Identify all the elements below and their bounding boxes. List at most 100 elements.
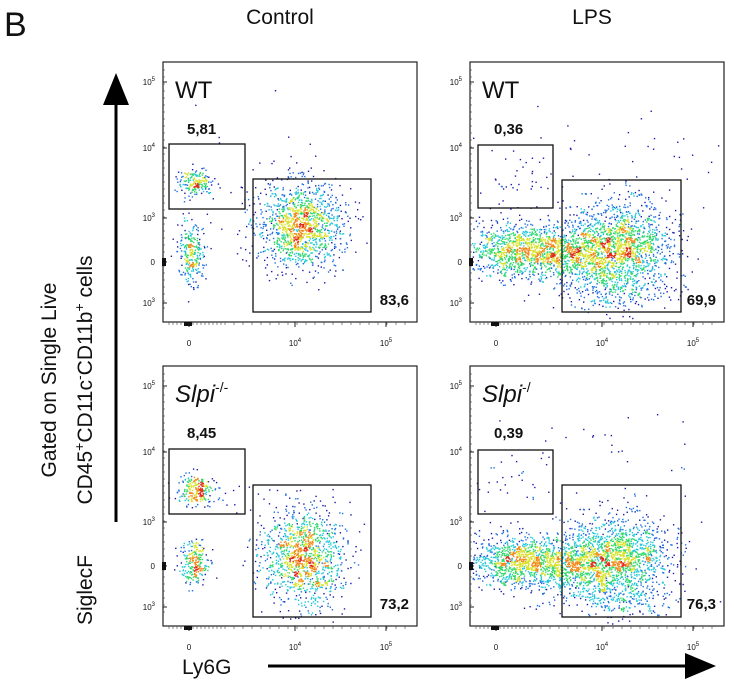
event-dot [549,237,551,239]
event-dot [501,262,503,265]
event-dot [281,194,283,196]
event-dot [550,275,552,278]
event-dot [531,172,533,175]
event-dot [536,246,538,248]
event-dot [566,268,568,270]
event-dot [293,253,296,255]
event-dot [325,225,327,227]
x-tick-label: 105 [380,338,393,348]
event-dot [495,244,497,246]
event-dot [516,231,519,234]
event-dot [609,252,611,255]
event-dot [547,187,549,190]
event-dot [540,243,543,245]
event-dot [304,208,306,210]
event-dot [651,239,653,242]
event-dot [624,230,627,232]
event-dot [322,193,324,196]
event-dot [591,269,594,271]
event-dot [538,278,540,280]
event-dot [563,248,565,250]
event-dot [194,171,197,173]
event-dot [603,278,605,280]
event-dot [638,241,641,244]
event-dot [638,233,641,235]
event-dot [489,253,491,255]
event-dot [189,186,191,188]
event-dot [648,217,650,220]
event-dot [552,238,554,240]
event-dot [539,280,542,282]
event-dot [629,253,632,256]
event-dot [621,267,624,269]
event-dot [296,217,298,219]
event-dot [605,306,607,308]
event-dot [539,256,541,259]
event-dot [489,266,492,268]
event-dot [268,218,270,220]
y-zero-marker [162,258,166,266]
event-dot [537,263,539,265]
event-dot [522,231,524,233]
event-dot [503,263,505,265]
event-dot [480,234,482,237]
event-dot [187,245,189,247]
event-dot [505,224,508,227]
event-dot [587,221,589,223]
event-dot [531,224,534,226]
event-dot [632,231,635,233]
event-dot [577,226,580,228]
event-dot [311,234,314,237]
event-dot [191,237,193,239]
event-dot [624,305,627,307]
event-dot [643,231,645,233]
event-dot [583,210,585,213]
event-dot [658,273,660,275]
event-dot [324,245,326,247]
event-dot [311,218,313,220]
event-dot [270,220,273,223]
event-dot [489,237,492,239]
event-dot [205,186,207,188]
event-dot [503,251,506,254]
event-dot [529,270,531,272]
event-dot [518,228,521,230]
event-dot [599,242,601,245]
event-dot [185,261,187,263]
event-dot [189,265,191,267]
event-dot [496,261,498,263]
event-dot [619,235,621,237]
event-dot [670,246,672,248]
event-dot [627,259,629,262]
event-dot [303,230,305,232]
event-dot [315,221,317,223]
event-dot [304,227,306,229]
event-dot [616,210,618,213]
event-dot [263,246,265,249]
event-dot [184,274,186,276]
event-dot [309,215,311,218]
event-dot [517,271,519,273]
event-dot [569,266,571,268]
event-dot [299,206,302,209]
event-dot [316,250,318,252]
event-dot [188,189,190,191]
event-dot [273,243,276,245]
event-dot [540,255,542,257]
event-dot [627,216,629,218]
event-dot [637,209,639,211]
event-dot [546,248,549,250]
event-dot [629,243,631,245]
event-dot [620,270,623,273]
event-dot [180,250,183,252]
event-dot [179,242,182,245]
event-dot [319,229,321,231]
event-dot [260,232,262,234]
event-dot [255,187,257,189]
event-dot [193,238,195,240]
event-dot [276,205,278,207]
event-dot [542,281,544,283]
event-dot [264,204,266,206]
event-dot [648,245,650,248]
event-dot [316,206,319,208]
